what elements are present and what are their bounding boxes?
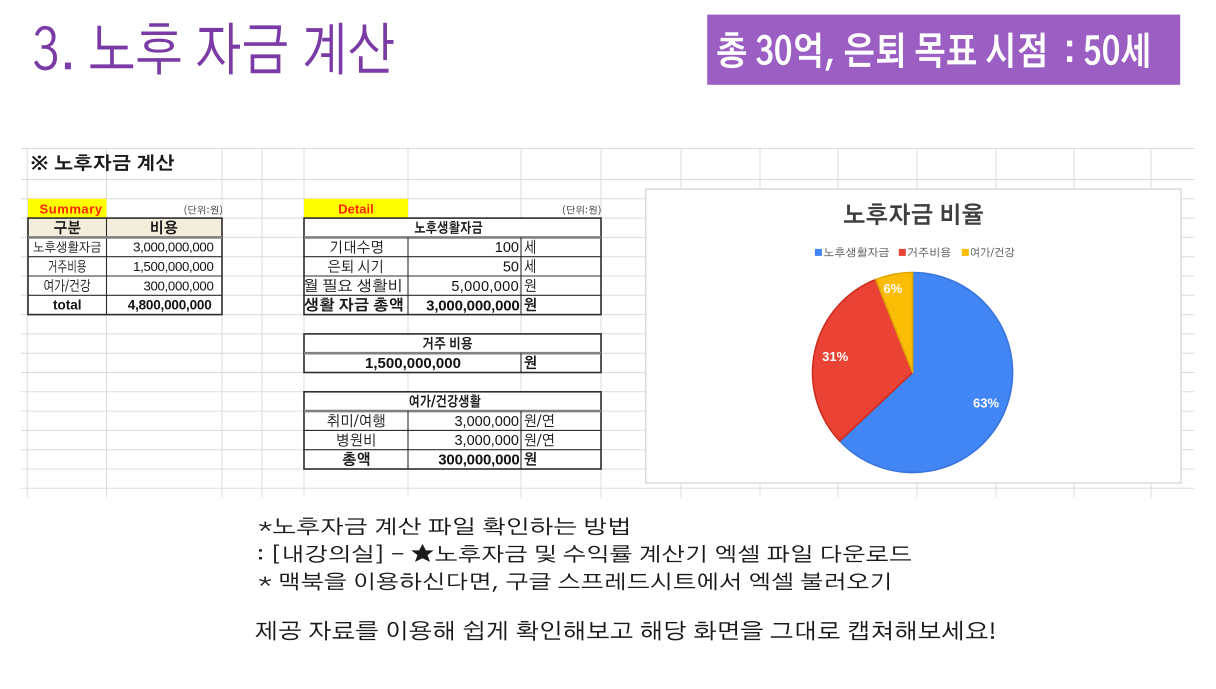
svg-text:100: 100: [495, 240, 519, 256]
svg-text:total: total: [53, 298, 82, 313]
svg-text:Detail: Detail: [338, 201, 373, 216]
svg-text:300,000,000: 300,000,000: [143, 278, 213, 293]
svg-text:3,000,000: 3,000,000: [454, 433, 519, 449]
svg-text:Summary: Summary: [40, 201, 103, 216]
svg-text:1,500,000,000: 1,500,000,000: [365, 355, 461, 372]
svg-text:3,000,000,000: 3,000,000,000: [133, 240, 213, 255]
svg-text:6%: 6%: [884, 281, 903, 296]
svg-text:4,800,000,000: 4,800,000,000: [128, 298, 212, 313]
svg-text:63%: 63%: [973, 396, 999, 411]
svg-text:50: 50: [503, 260, 519, 276]
svg-text:300,000,000: 300,000,000: [438, 452, 519, 469]
svg-text:3,000,000,000: 3,000,000,000: [426, 297, 519, 314]
svg-text:3,000,000: 3,000,000: [454, 414, 519, 430]
svg-text:5,000,000: 5,000,000: [451, 279, 519, 295]
svg-text:1,500,000,000: 1,500,000,000: [133, 259, 213, 274]
svg-text:31%: 31%: [822, 349, 848, 364]
